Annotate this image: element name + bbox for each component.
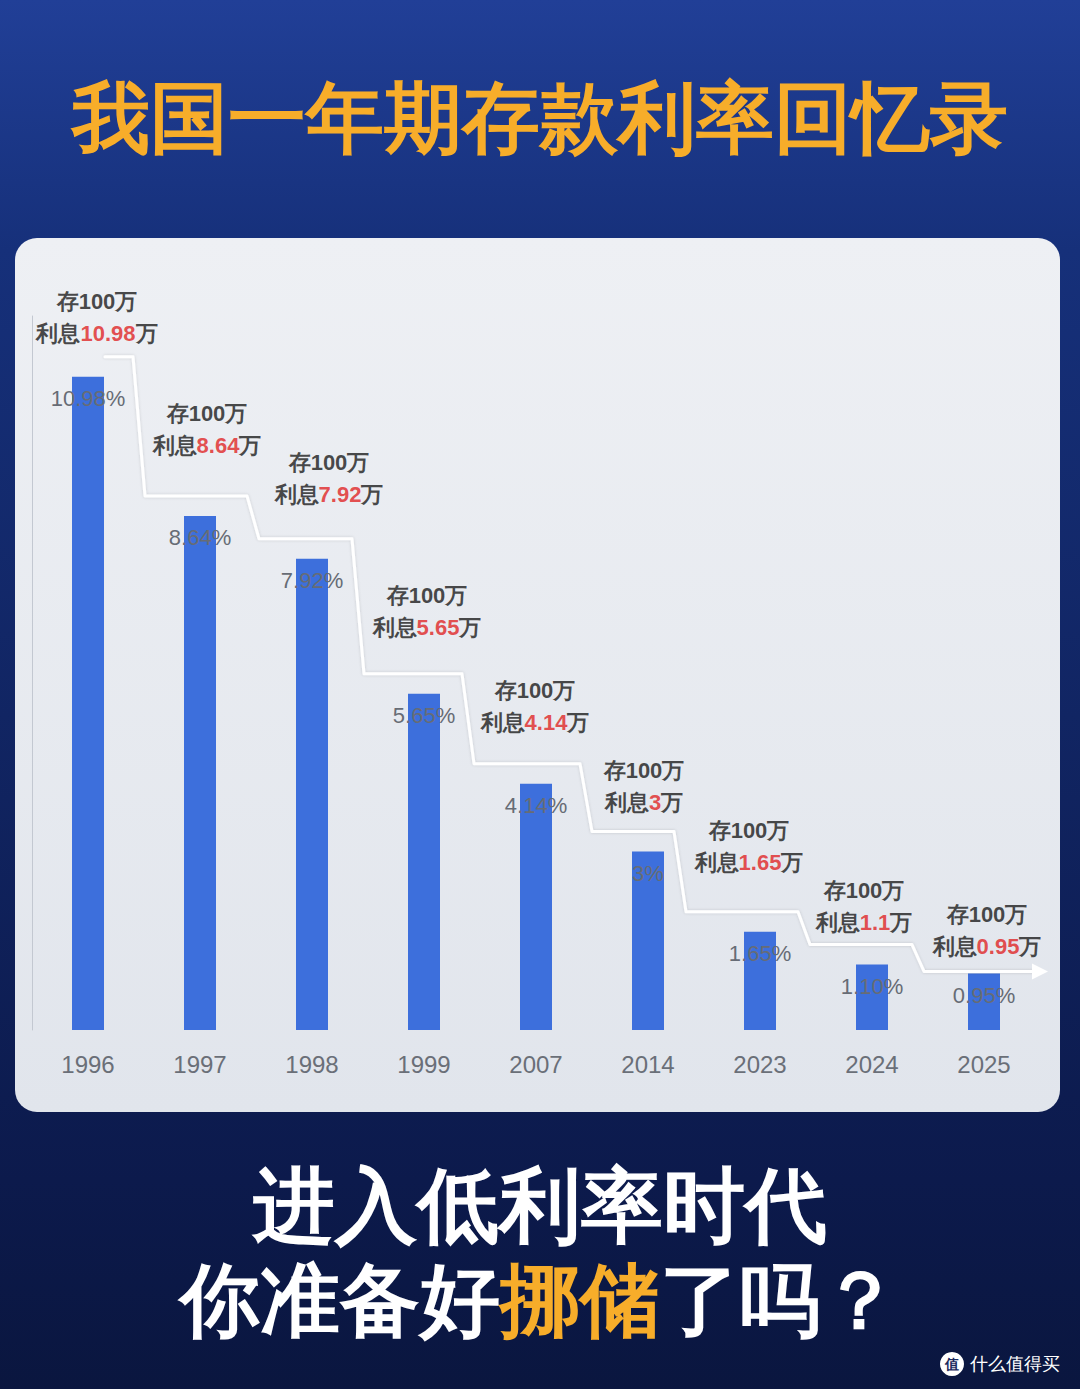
svg-text:万: 万 bbox=[566, 710, 589, 735]
svg-text:1.1: 1.1 bbox=[860, 910, 891, 935]
svg-text:挪储: 挪储 bbox=[498, 1256, 660, 1345]
svg-text:利息: 利息 bbox=[694, 850, 739, 875]
svg-text:1998: 1998 bbox=[285, 1051, 338, 1078]
svg-text:7.92%: 7.92% bbox=[281, 568, 343, 593]
svg-text:万: 万 bbox=[1018, 934, 1041, 959]
svg-text:1.65%: 1.65% bbox=[729, 941, 791, 966]
svg-text:万: 万 bbox=[135, 321, 158, 346]
svg-text:值: 值 bbox=[944, 1356, 959, 1372]
svg-text:利息: 利息 bbox=[274, 482, 319, 507]
svg-text:2024: 2024 bbox=[845, 1051, 898, 1078]
svg-text:4.14%: 4.14% bbox=[505, 793, 567, 818]
svg-text:1999: 1999 bbox=[397, 1051, 450, 1078]
svg-text:利息: 利息 bbox=[35, 321, 80, 346]
svg-text:万: 万 bbox=[780, 850, 803, 875]
svg-text:4.14: 4.14 bbox=[525, 710, 569, 735]
svg-text:5.65: 5.65 bbox=[417, 615, 460, 640]
svg-text:万: 万 bbox=[889, 910, 912, 935]
svg-text:存100万: 存100万 bbox=[288, 450, 370, 475]
svg-text:1996: 1996 bbox=[61, 1051, 114, 1078]
svg-text:利息: 利息 bbox=[480, 710, 525, 735]
svg-text:万: 万 bbox=[360, 482, 383, 507]
svg-text:什么值得买: 什么值得买 bbox=[969, 1354, 1060, 1374]
svg-text:存100万: 存100万 bbox=[166, 401, 248, 426]
svg-text:利息: 利息 bbox=[152, 433, 197, 458]
svg-text:万: 万 bbox=[458, 615, 481, 640]
svg-text:利息: 利息 bbox=[372, 615, 417, 640]
svg-text:存100万: 存100万 bbox=[603, 758, 685, 783]
svg-text:你准备好: 你准备好 bbox=[177, 1256, 500, 1345]
svg-text:10.98%: 10.98% bbox=[51, 386, 126, 411]
svg-text:2025: 2025 bbox=[957, 1051, 1010, 1078]
svg-text:0.95%: 0.95% bbox=[953, 983, 1015, 1008]
svg-text:5.65%: 5.65% bbox=[393, 703, 455, 728]
svg-text:1.65: 1.65 bbox=[739, 850, 782, 875]
svg-text:了吗？: 了吗？ bbox=[660, 1256, 900, 1345]
svg-text:2023: 2023 bbox=[733, 1051, 786, 1078]
svg-text:0.95: 0.95 bbox=[977, 934, 1020, 959]
svg-text:10.98: 10.98 bbox=[80, 321, 135, 346]
svg-text:8.64: 8.64 bbox=[197, 433, 241, 458]
svg-text:存100万: 存100万 bbox=[494, 678, 576, 703]
svg-text:我国一年期存款利率回忆录: 我国一年期存款利率回忆录 bbox=[70, 74, 1008, 162]
svg-text:2014: 2014 bbox=[621, 1051, 674, 1078]
svg-text:存100万: 存100万 bbox=[386, 583, 468, 608]
svg-text:利息: 利息 bbox=[604, 790, 649, 815]
svg-text:进入低利率时代: 进入低利率时代 bbox=[251, 1160, 827, 1251]
svg-text:1997: 1997 bbox=[173, 1051, 226, 1078]
svg-text:万: 万 bbox=[238, 433, 261, 458]
svg-text:1.10%: 1.10% bbox=[841, 974, 903, 999]
svg-text:利息: 利息 bbox=[815, 910, 860, 935]
svg-text:3%: 3% bbox=[632, 861, 664, 886]
svg-text:3: 3 bbox=[649, 790, 661, 815]
svg-text:万: 万 bbox=[660, 790, 683, 815]
svg-text:7.92: 7.92 bbox=[319, 482, 362, 507]
svg-text:8.64%: 8.64% bbox=[169, 525, 231, 550]
svg-text:存100万: 存100万 bbox=[823, 878, 905, 903]
svg-text:2007: 2007 bbox=[509, 1051, 562, 1078]
svg-text:存100万: 存100万 bbox=[56, 289, 138, 314]
svg-text:存100万: 存100万 bbox=[946, 902, 1028, 927]
svg-text:存100万: 存100万 bbox=[708, 818, 790, 843]
svg-text:利息: 利息 bbox=[932, 934, 977, 959]
